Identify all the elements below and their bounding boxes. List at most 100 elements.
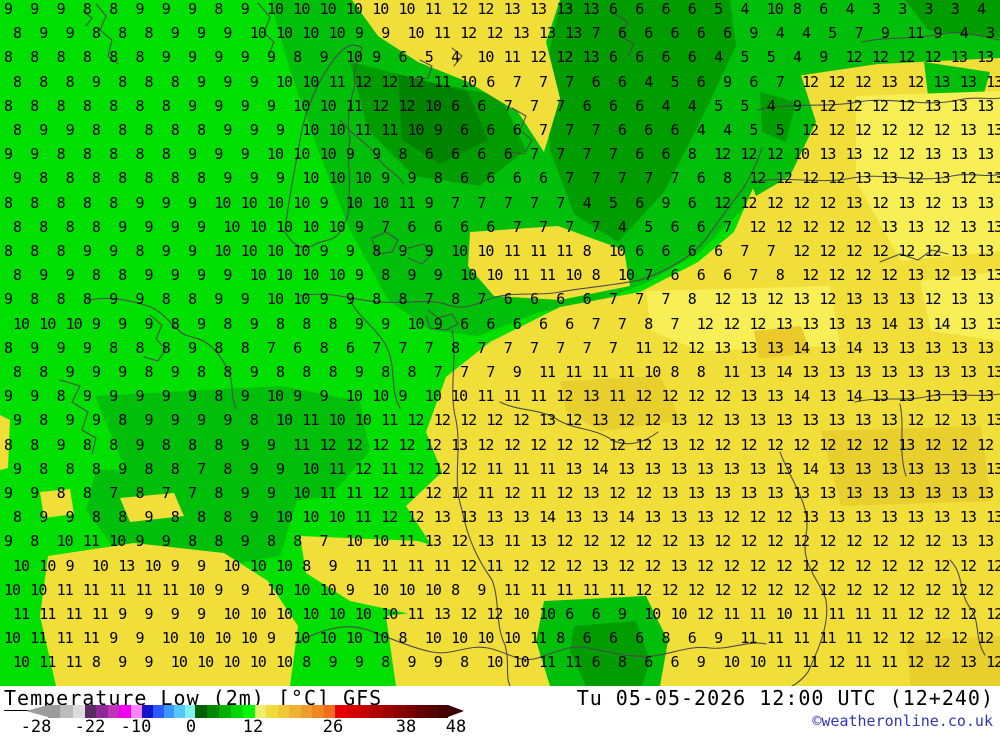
temp-value: 13 xyxy=(977,387,994,406)
temp-value: 12 xyxy=(924,580,942,599)
temp-value: 6 xyxy=(460,121,469,139)
temp-value: 11 xyxy=(345,96,363,115)
temp-value: 13 xyxy=(898,387,915,406)
temp-value: 7 xyxy=(539,217,548,236)
temp-value: 8 xyxy=(214,0,223,18)
temp-value: 11 xyxy=(530,580,547,599)
temp-value: 10 xyxy=(214,629,231,648)
temp-value: 13 xyxy=(696,508,714,527)
temp-value: 9 xyxy=(214,48,223,67)
temp-value: 6 xyxy=(644,653,653,672)
temp-value: 13 xyxy=(933,459,951,478)
temp-value: 13 xyxy=(565,459,582,478)
temp-value: 10 xyxy=(424,580,442,599)
temp-value: 13 xyxy=(854,314,872,333)
temp-value: 11 xyxy=(503,48,521,67)
temp-value: 9 xyxy=(276,459,285,478)
temp-value: 12 xyxy=(714,193,731,212)
temp-value: 11 xyxy=(503,580,521,599)
temp-value: 12 xyxy=(828,266,845,285)
region-yellow-pale-3 xyxy=(920,271,1000,341)
scale-cell xyxy=(60,705,73,718)
temp-value: 8 xyxy=(30,48,39,67)
temp-value: 11 xyxy=(793,629,810,648)
temp-value: 7 xyxy=(539,121,548,139)
weather-map: 9 9 9 8 8 9 9 9 8 9 10 10 10 10 10 10 11 12 12 13 13 13 13 6 6 6 6… xyxy=(0,0,1000,686)
temp-value: 3 xyxy=(924,0,934,18)
region-green-dark-top xyxy=(548,0,736,242)
scale-cell xyxy=(266,705,278,718)
temp-value: 13 xyxy=(740,387,757,406)
temp-value: 13 xyxy=(740,338,757,357)
temp-value: 11 xyxy=(819,629,836,648)
temp-value: 12 xyxy=(871,629,889,648)
scale-arrow-right xyxy=(448,705,464,717)
temp-value: 9 xyxy=(381,24,390,43)
temp-value: 12 xyxy=(424,435,442,454)
temp-value: 10 xyxy=(345,387,363,406)
temp-value: 8 xyxy=(56,387,66,406)
scale-cell xyxy=(289,705,301,718)
temp-value: 8 xyxy=(56,193,66,212)
temp-value: 9 xyxy=(144,605,154,623)
temp-value: 6 xyxy=(608,48,618,67)
temp-value: 11 xyxy=(424,0,442,18)
temp-value: 7 xyxy=(530,193,539,212)
temp-value: 10 xyxy=(144,556,162,575)
temp-value: 10 xyxy=(451,629,468,648)
temp-value: 8 xyxy=(135,48,145,67)
temp-value: 10 xyxy=(354,605,372,623)
temp-value: 8 xyxy=(65,72,75,91)
temp-value: 8 xyxy=(4,96,13,115)
temp-value: 13 xyxy=(959,314,977,333)
temp-value: 10 xyxy=(424,96,442,115)
temp-value: 11 xyxy=(82,629,100,648)
temp-value: 13 xyxy=(451,435,468,454)
temp-value: 4 xyxy=(977,0,986,18)
temp-value: 6 xyxy=(661,242,671,260)
temp-value: 6 xyxy=(696,24,706,43)
temp-value: 9 xyxy=(240,532,250,551)
temp-value: 13 xyxy=(539,24,556,43)
temp-value: 6 xyxy=(617,24,627,43)
temp-value: 9 xyxy=(39,266,48,285)
temp-value: 9 xyxy=(118,653,127,672)
temp-value: 8 xyxy=(372,242,381,260)
copyright-link[interactable]: ©weatheronline.co.uk xyxy=(812,712,993,730)
temp-value: 14 xyxy=(775,363,793,381)
temp-value: 10 xyxy=(381,605,398,623)
temp-value: 12 xyxy=(819,193,836,212)
temp-value: 13 xyxy=(845,145,863,164)
temp-value: 13 xyxy=(933,363,951,381)
temp-value: 9 xyxy=(345,290,355,309)
temp-value: 12 xyxy=(433,411,451,430)
temp-value: 14 xyxy=(617,508,635,527)
temp-value: 13 xyxy=(986,72,1000,91)
temp-value: 9 xyxy=(118,363,127,381)
temp-value: 10 xyxy=(302,605,319,623)
temp-value: 10 xyxy=(276,266,293,285)
temp-value: 13 xyxy=(424,532,442,551)
temp-value: 11 xyxy=(381,556,398,575)
temp-value: 9 xyxy=(328,556,338,575)
temp-value: 12 xyxy=(986,556,1000,575)
temp-value: 7 xyxy=(670,314,680,333)
temp-value: 10 xyxy=(91,556,109,575)
temp-value: 13 xyxy=(775,314,793,333)
temp-value: 13 xyxy=(118,556,135,575)
temp-value: 6 xyxy=(556,290,565,309)
temp-value: 12 xyxy=(802,217,819,236)
temp-value: 11 xyxy=(381,121,398,139)
temp-value: 9 xyxy=(91,363,101,381)
temp-value: 10 xyxy=(328,169,346,188)
temp-value: 13 xyxy=(802,314,819,333)
temp-value: 12 xyxy=(749,169,766,188)
temp-value: 9 xyxy=(433,314,443,333)
temp-value: 8 xyxy=(4,242,13,260)
temp-value: 12 xyxy=(950,580,968,599)
temp-value: 9 xyxy=(4,532,13,551)
temp-value: 10 xyxy=(345,629,363,648)
temp-value: 8 xyxy=(302,363,311,381)
temp-value: 9 xyxy=(188,0,197,18)
temp-value: 10 xyxy=(249,266,267,285)
